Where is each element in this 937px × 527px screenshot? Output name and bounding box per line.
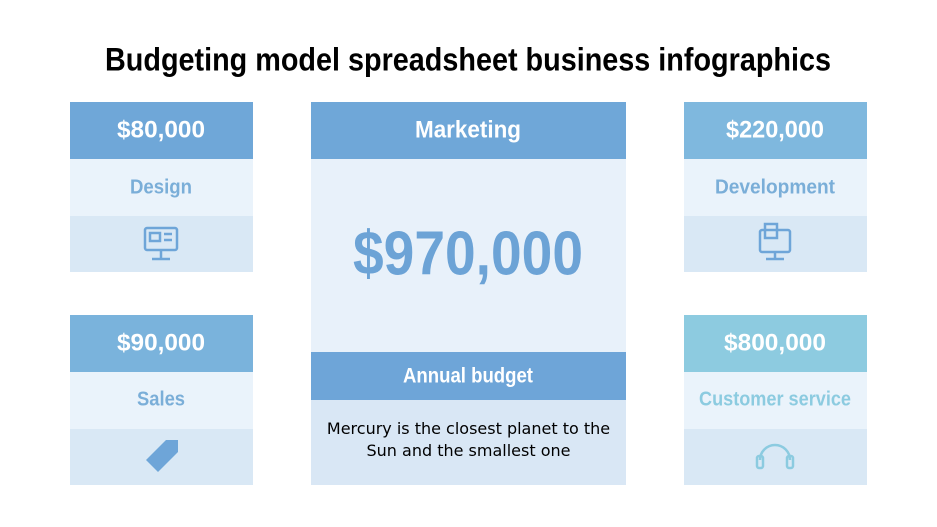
center-description-box — [311, 400, 626, 485]
center-description: Mercury is the closest planet to the Sun… — [326, 419, 611, 460]
card-amount: $220,000 — [726, 116, 824, 143]
card-amount: $80,000 — [117, 116, 205, 143]
card-label-row — [70, 159, 253, 216]
monitor-icon — [143, 226, 179, 261]
center-amount: $970,000 — [353, 219, 583, 288]
center-card: Marketing $970,000 Annual budget Mercury… — [311, 102, 626, 485]
card-label-row — [684, 159, 867, 216]
card-header — [70, 102, 253, 159]
card-icon-row — [70, 216, 253, 272]
card-amount: $90,000 — [117, 329, 205, 356]
center-description-wrap: Mercury is the closest planet to the Sun… — [326, 419, 611, 460]
card-header — [684, 315, 867, 372]
card-header — [70, 315, 253, 372]
tag-icon — [146, 440, 178, 472]
card-icon-row — [684, 429, 867, 485]
card: $80,000 Design — [70, 102, 253, 272]
computer-icon — [758, 222, 792, 261]
card: $90,000 Sales — [70, 315, 253, 485]
center-subheader: Annual budget — [403, 365, 533, 388]
card-label: Development — [715, 176, 835, 198]
card: $800,000 Customer service — [684, 315, 867, 485]
title: Budgeting model spreadsheet business inf… — [105, 41, 831, 77]
card-header — [684, 102, 867, 159]
card-label: Design — [130, 176, 192, 198]
card-label: Sales — [137, 388, 185, 410]
card-amount: $800,000 — [724, 329, 826, 356]
card-label: Customer service — [699, 388, 851, 410]
card-label-row — [70, 372, 253, 429]
card: $220,000 Development — [684, 102, 867, 272]
card-label-row — [684, 372, 867, 429]
center-body — [311, 159, 626, 352]
center-header — [311, 102, 626, 159]
headset-icon — [755, 443, 795, 470]
center-header-text: Marketing — [415, 116, 521, 143]
card-icon-row — [684, 216, 867, 272]
center-subheader-bar — [311, 352, 626, 400]
